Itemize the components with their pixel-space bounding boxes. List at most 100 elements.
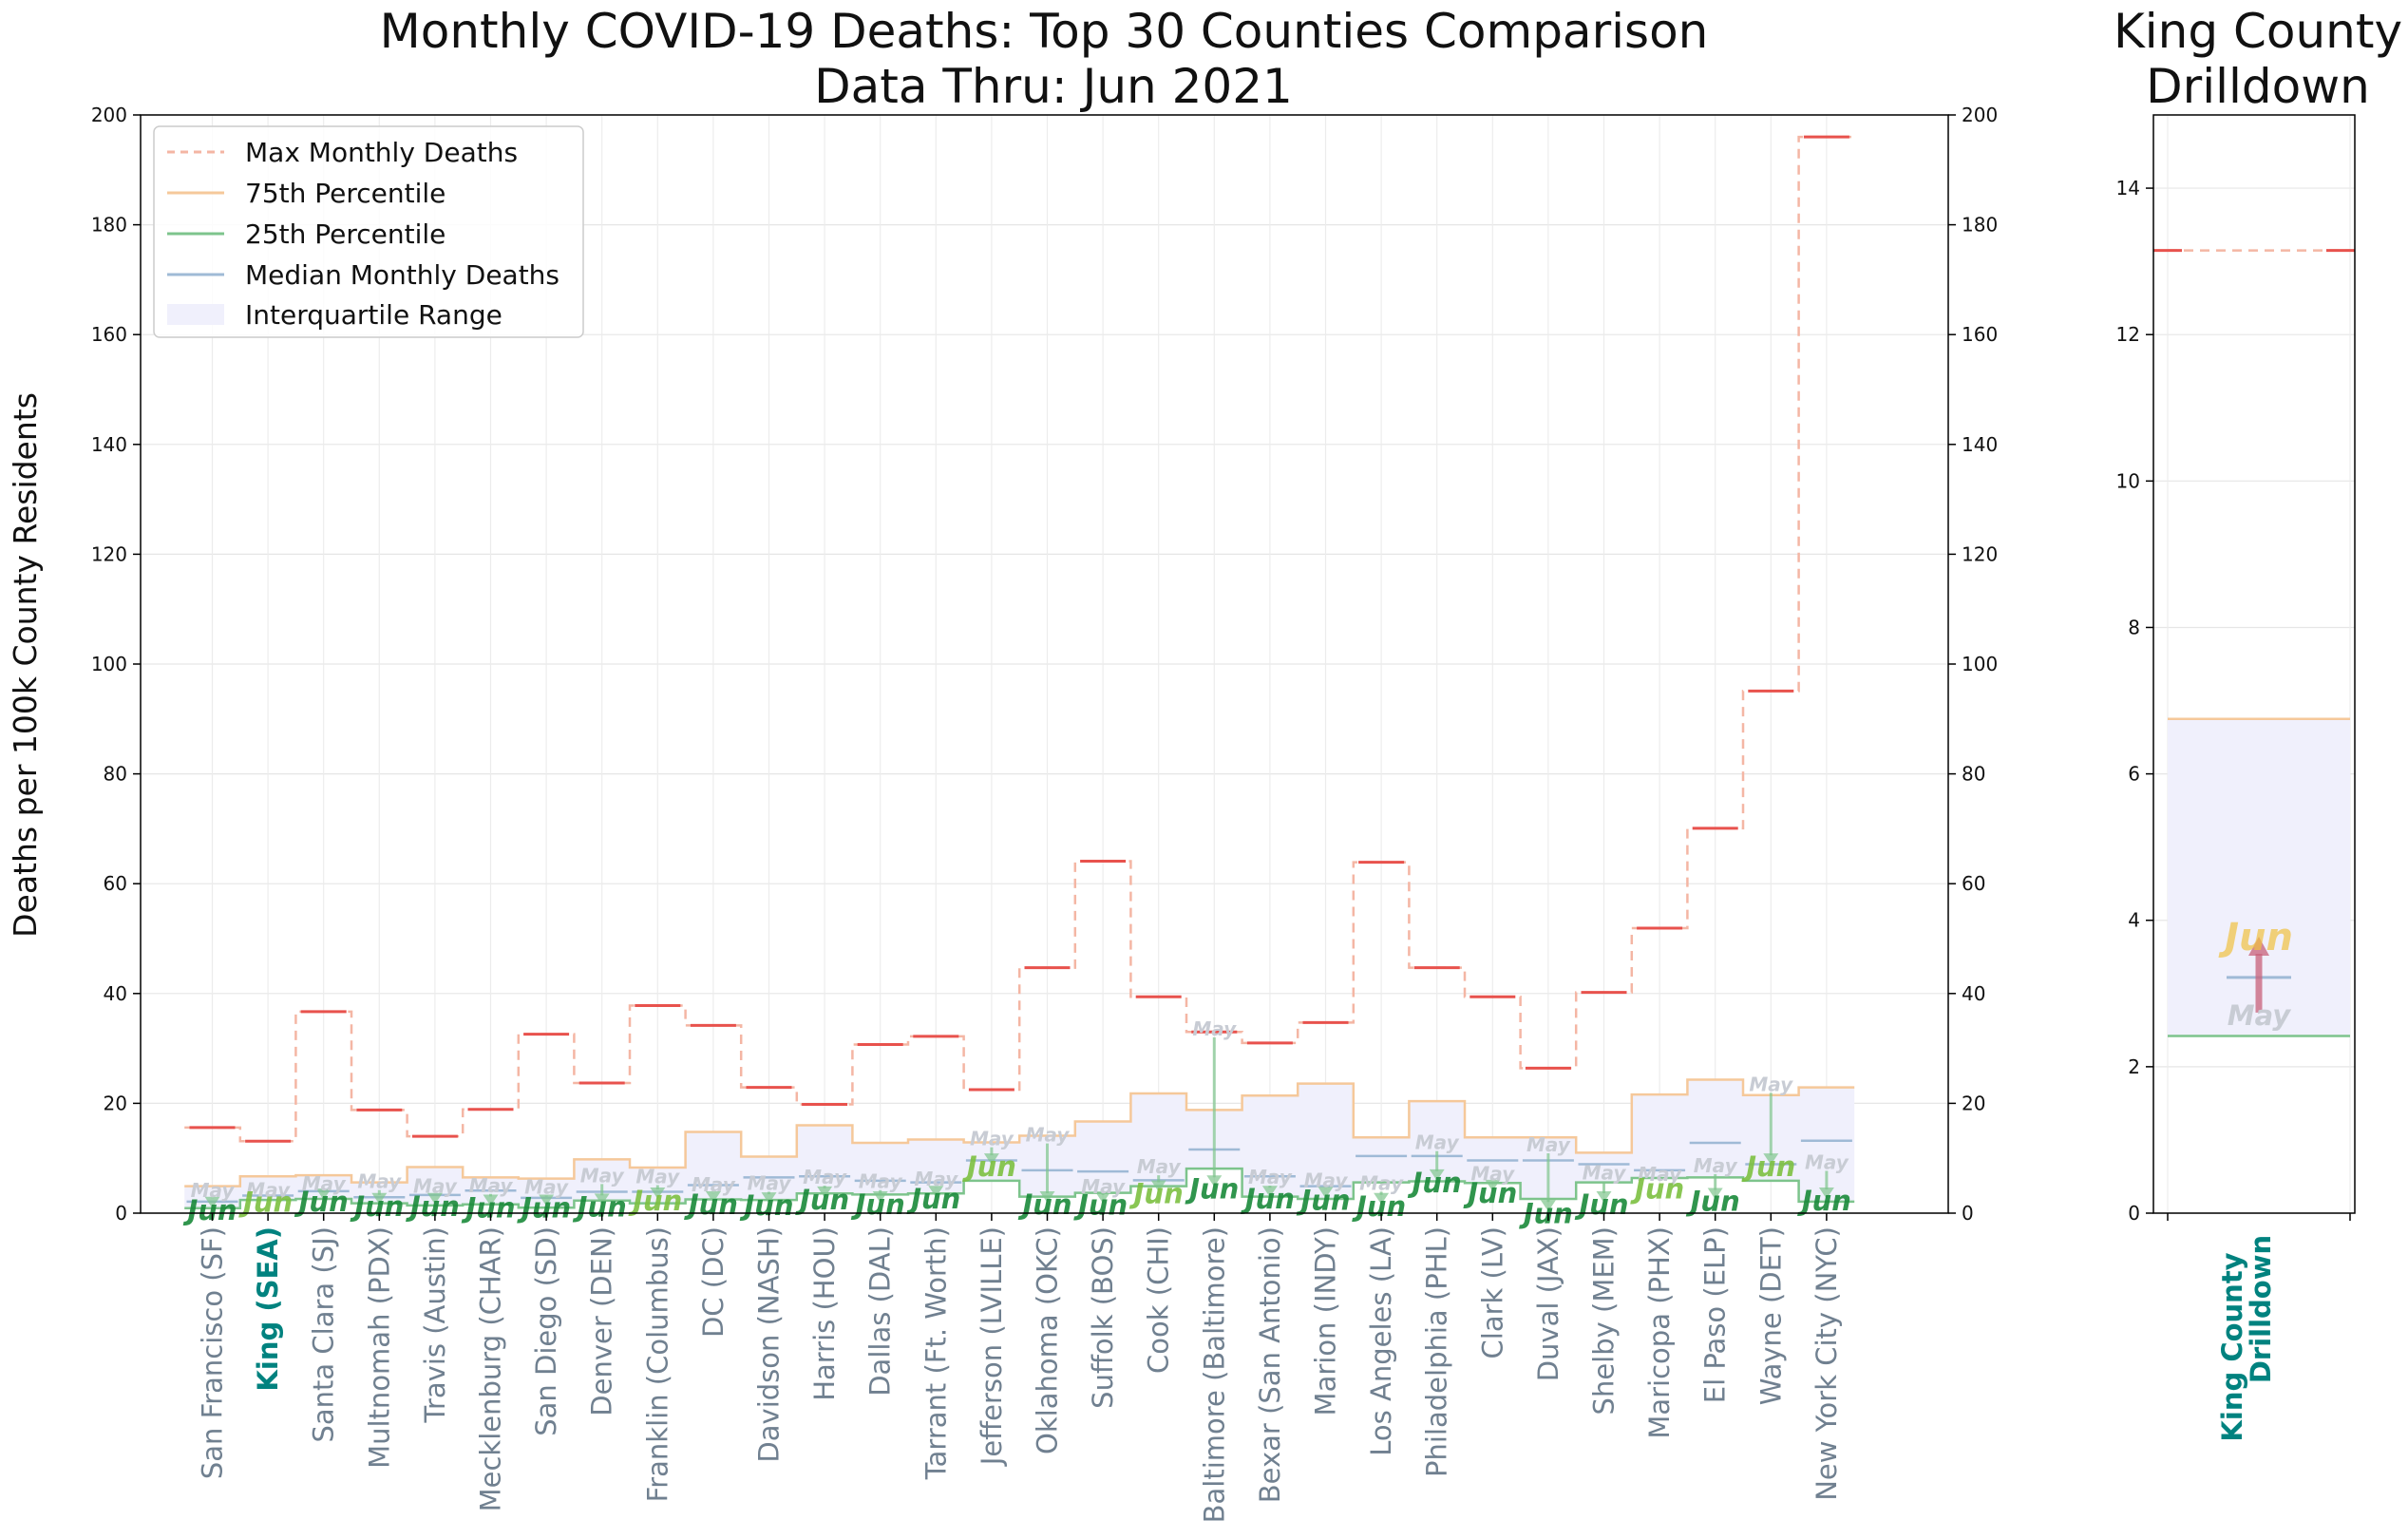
jun-value-label: Jun (461, 1191, 515, 1224)
x-tick-label: Santa Clara (SJ) (308, 1226, 340, 1443)
change-arrowhead (1318, 1187, 1334, 1199)
y-tick-label-right: 80 (1962, 763, 1985, 786)
may-value-label: May (191, 1179, 236, 1202)
y-tick-label: 120 (91, 542, 127, 565)
jun-value-label: Jun (1686, 1186, 1740, 1218)
x-tick-label: Philadelphia (PHL) (1421, 1226, 1453, 1477)
y-tick-label: 200 (91, 104, 127, 126)
y-tick-label-right: 0 (1962, 1202, 1974, 1225)
jun-value-label: Jun (1741, 1150, 1795, 1183)
change-arrowhead (1596, 1191, 1612, 1204)
x-tick-label: Duval (JAX) (1532, 1226, 1564, 1381)
drilldown-y-tick-label: 14 (2116, 177, 2140, 200)
change-arrowhead (483, 1194, 499, 1206)
may-value-label: May (1526, 1133, 1571, 1156)
jun-value-label: Jun (962, 1150, 1016, 1183)
may-value-label: May (413, 1174, 458, 1197)
change-arrowhead (1429, 1168, 1445, 1181)
may-value-label: May (1470, 1163, 1515, 1186)
may-value-label: May (1359, 1171, 1404, 1194)
legend-iqr-swatch (167, 304, 224, 325)
may-value-label: May (970, 1128, 1014, 1150)
may-value-label: May (1137, 1155, 1182, 1178)
may-value-label: May (1638, 1163, 1682, 1186)
may-value-label: May (1749, 1073, 1793, 1095)
change-arrowhead (1261, 1186, 1278, 1198)
legend-box (153, 125, 584, 338)
x-tick-label: Wayne (DET) (1754, 1226, 1787, 1405)
drilldown-y-tick-label: 0 (2128, 1202, 2140, 1225)
x-tick-label: Multnomah (PDX) (363, 1226, 395, 1469)
may-value-label: May (1583, 1161, 1627, 1184)
x-tick-label: Mecklenburg (CHAR) (475, 1226, 507, 1511)
may-value-label: May (914, 1168, 958, 1190)
drilldown-marks: May Jun (2153, 249, 2355, 1037)
drilldown-grid (2153, 115, 2355, 1214)
change-arrowhead (594, 1193, 610, 1206)
x-tick-label: Marion (INDY) (1310, 1226, 1342, 1416)
series-lines (184, 135, 1855, 1210)
jun-value-label: Jun (517, 1191, 571, 1224)
x-tick-label: Oklahoma (OKC) (1032, 1226, 1064, 1454)
legend: Max Monthly Deaths 75th Percentile 25th … (153, 125, 584, 338)
change-arrowhead (817, 1186, 833, 1198)
change-arrowhead (1206, 1175, 1223, 1188)
x-tick-label: Maricopa (PHX) (1643, 1226, 1676, 1439)
x-tick-label: Shelby (MEM) (1588, 1226, 1621, 1415)
x-tick-label: Tarrant (Ft. Worth) (920, 1226, 952, 1480)
y-tick-label: 140 (91, 433, 127, 456)
x-tick-label: Travis (Austin) (419, 1226, 451, 1423)
jun-value-label: Jun (628, 1185, 682, 1217)
may-value-label: May (748, 1171, 792, 1194)
jun-value-label: Jun (350, 1190, 404, 1223)
jun-value-label: Jun (1630, 1172, 1684, 1205)
jun-value-label: Jun (1073, 1189, 1128, 1222)
change-arrowhead (1374, 1192, 1390, 1205)
y-tick-label: 160 (91, 323, 127, 346)
legend-p25-label: 25th Percentile (245, 218, 446, 250)
may-value-label: May (357, 1170, 402, 1193)
jun-value-label: Jun (1296, 1184, 1350, 1216)
jun-value-label: Jun (1574, 1188, 1628, 1221)
x-tick-label: Cook (CHI) (1143, 1226, 1175, 1374)
series-line-max (184, 135, 1855, 1143)
y-tick-labels-left: 0 20 40 60 80 100 120 140 160 180 200 (91, 104, 141, 1225)
x-tick-label: Denver (DEN) (586, 1226, 618, 1416)
may-value-label: May (859, 1170, 903, 1193)
change-arrowhead (427, 1192, 443, 1205)
y-tick-label-right: 20 (1962, 1092, 1985, 1114)
y-tick-label-right: 100 (1962, 653, 1998, 675)
x-tick-label: Davidson (NASH) (753, 1226, 786, 1463)
y-tick-labels-right: 0 20 40 60 80 100 120 140 160 180 200 (1948, 104, 1998, 1225)
series-marks: MayJunMayJunMayJunMayJunMayJunMayJunMayJ… (182, 135, 1852, 1229)
may-value-label: May (580, 1164, 625, 1187)
drilldown-y-tick-label: 10 (2116, 469, 2140, 492)
jun-value-label: Jun (906, 1183, 960, 1215)
drilldown-title-line-1: King County (2114, 4, 2402, 59)
drilldown-y-tick-labels: 0 2 4 6 8 10 12 14 (2116, 177, 2351, 1225)
change-arrowhead (1818, 1187, 1834, 1199)
jun-value-label: Jun (1129, 1177, 1184, 1209)
y-tick-label-right: 160 (1962, 323, 1998, 346)
jun-value-label: Jun (1017, 1188, 1071, 1221)
x-tick-label: Los Angeles (LA) (1365, 1226, 1397, 1456)
change-arrowhead (1095, 1191, 1111, 1204)
change-arrowhead (1540, 1200, 1556, 1212)
may-value-label: May (1192, 1017, 1237, 1040)
drilldown-y-tick-label: 2 (2128, 1055, 2140, 1078)
drilldown-y-tick-label: 4 (2128, 909, 2140, 932)
y-tick-label: 0 (115, 1202, 127, 1225)
drilldown-may-label: May (2228, 999, 2292, 1032)
may-value-label: May (1304, 1169, 1349, 1192)
may-value-label: May (1248, 1166, 1293, 1188)
x-tick-label: San Diego (SD) (530, 1226, 562, 1436)
drilldown-plot-frame (2152, 114, 2356, 1214)
jun-value-label: Jun (1408, 1167, 1462, 1199)
series-line-p25 (184, 1167, 1855, 1210)
legend-median-label: Median Monthly Deaths (245, 259, 559, 291)
legend-p75-label: 75th Percentile (245, 178, 446, 209)
may-value-label: May (246, 1178, 291, 1201)
change-arrowhead (204, 1196, 220, 1208)
jun-value-label: Jun (1352, 1190, 1406, 1223)
